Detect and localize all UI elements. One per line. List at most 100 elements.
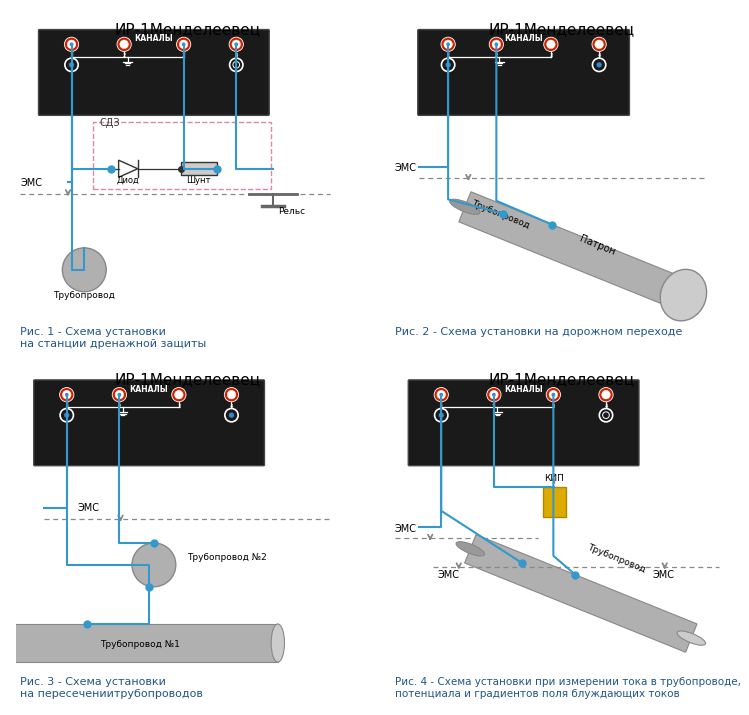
Text: ЭМС: ЭМС bbox=[395, 524, 417, 534]
Text: КАНАЛЫ: КАНАЛЫ bbox=[135, 34, 173, 44]
Text: ИР-1Менделеевец: ИР-1Менделеевец bbox=[114, 373, 261, 388]
Polygon shape bbox=[459, 192, 674, 304]
Circle shape bbox=[229, 393, 234, 397]
Circle shape bbox=[179, 40, 188, 49]
Circle shape bbox=[492, 40, 500, 49]
FancyBboxPatch shape bbox=[408, 380, 639, 465]
Circle shape bbox=[70, 42, 73, 46]
Text: 1: 1 bbox=[65, 404, 68, 409]
Circle shape bbox=[440, 393, 443, 397]
Circle shape bbox=[549, 390, 558, 399]
Circle shape bbox=[118, 393, 121, 397]
Text: 1: 1 bbox=[446, 54, 450, 59]
Text: КАНАЛЫ: КАНАЛЫ bbox=[504, 34, 543, 44]
Bar bbox=[181, 162, 216, 175]
Text: Шунт: Шунт bbox=[187, 176, 211, 185]
Circle shape bbox=[446, 62, 451, 67]
Ellipse shape bbox=[0, 624, 8, 662]
Text: Патрон: Патрон bbox=[577, 234, 616, 257]
Text: Трубопровод: Трубопровод bbox=[586, 543, 646, 574]
Ellipse shape bbox=[660, 270, 706, 321]
Circle shape bbox=[444, 40, 452, 49]
Circle shape bbox=[492, 393, 496, 397]
Text: 2: 2 bbox=[122, 54, 126, 59]
Circle shape bbox=[175, 390, 184, 399]
Circle shape bbox=[551, 393, 555, 397]
Text: Рис. 2 - Схема установки на дорожном переходе: Рис. 2 - Схема установки на дорожном пер… bbox=[395, 327, 682, 337]
Bar bbox=[543, 487, 565, 517]
Text: ИР-1Менделеевец: ИР-1Менделеевец bbox=[488, 22, 635, 37]
Text: 4: 4 bbox=[234, 54, 238, 59]
Text: Рис. 1 - Схема установки
на станции дренажной защиты: Рис. 1 - Схема установки на станции дрен… bbox=[20, 327, 207, 349]
Text: ЭМС: ЭМС bbox=[78, 503, 100, 513]
Text: 4: 4 bbox=[598, 54, 601, 59]
Circle shape bbox=[547, 40, 555, 49]
Text: 2: 2 bbox=[494, 54, 498, 59]
Circle shape bbox=[595, 40, 604, 49]
Circle shape bbox=[117, 37, 131, 51]
Text: КИП: КИП bbox=[545, 474, 564, 483]
Ellipse shape bbox=[456, 542, 485, 556]
FancyBboxPatch shape bbox=[38, 29, 269, 115]
Text: Рельс: Рельс bbox=[278, 207, 305, 217]
Text: 4: 4 bbox=[230, 404, 233, 409]
Circle shape bbox=[64, 413, 70, 418]
Circle shape bbox=[177, 393, 181, 397]
Circle shape bbox=[434, 388, 449, 402]
Circle shape bbox=[439, 413, 444, 418]
Circle shape bbox=[437, 390, 446, 399]
Text: ИР-1Менделеевец: ИР-1Менделеевец bbox=[488, 373, 635, 388]
Circle shape bbox=[65, 393, 69, 397]
Text: ЭМС: ЭМС bbox=[395, 162, 417, 172]
Text: Трубопровод №2: Трубопровод №2 bbox=[187, 553, 267, 562]
Circle shape bbox=[182, 42, 186, 46]
Text: 3: 3 bbox=[551, 404, 555, 409]
Circle shape bbox=[177, 37, 191, 51]
Text: ЭМС: ЭМС bbox=[20, 178, 43, 188]
Text: Трубопровод: Трубопровод bbox=[53, 292, 115, 300]
Ellipse shape bbox=[677, 631, 706, 645]
Ellipse shape bbox=[271, 624, 285, 662]
Ellipse shape bbox=[449, 199, 480, 214]
Circle shape bbox=[441, 37, 455, 51]
Circle shape bbox=[64, 37, 79, 51]
Circle shape bbox=[62, 248, 106, 292]
Text: Трубопровод: Трубопровод bbox=[470, 198, 530, 230]
Text: 2: 2 bbox=[492, 404, 496, 409]
Text: Трубопровод №1: Трубопровод №1 bbox=[100, 641, 180, 649]
Bar bbox=[1, 624, 278, 662]
Text: 4: 4 bbox=[604, 404, 607, 409]
Circle shape bbox=[489, 37, 503, 51]
Polygon shape bbox=[464, 535, 697, 652]
Circle shape bbox=[601, 390, 610, 399]
Text: ЭМС: ЭМС bbox=[652, 570, 674, 580]
Circle shape bbox=[546, 388, 560, 402]
Text: ИР-1Менделеевец: ИР-1Менделеевец bbox=[114, 22, 261, 37]
Circle shape bbox=[494, 42, 498, 46]
Circle shape bbox=[225, 388, 239, 402]
Circle shape bbox=[544, 37, 558, 51]
Text: 3: 3 bbox=[182, 54, 185, 59]
FancyBboxPatch shape bbox=[34, 380, 264, 465]
Circle shape bbox=[122, 42, 127, 46]
Circle shape bbox=[596, 62, 601, 67]
Circle shape bbox=[172, 388, 186, 402]
Circle shape bbox=[227, 390, 236, 399]
Circle shape bbox=[592, 37, 606, 51]
Text: Рис. 4 - Схема установки при измерении тока в трубопроводе,
потенциала и градиен: Рис. 4 - Схема установки при измерении т… bbox=[395, 677, 741, 699]
Text: 2: 2 bbox=[118, 404, 121, 409]
Text: 3: 3 bbox=[549, 54, 553, 59]
Text: КАНАЛЫ: КАНАЛЫ bbox=[130, 385, 169, 394]
Text: 1: 1 bbox=[440, 404, 443, 409]
Circle shape bbox=[69, 62, 74, 67]
Circle shape bbox=[232, 40, 240, 49]
Text: КАНАЛЫ: КАНАЛЫ bbox=[504, 385, 543, 394]
Circle shape bbox=[599, 388, 613, 402]
Text: Рис. 3 - Схема установки
на пересечениитрубопроводов: Рис. 3 - Схема установки на пересечениит… bbox=[20, 677, 203, 699]
Text: Диод: Диод bbox=[117, 176, 139, 185]
Circle shape bbox=[228, 413, 234, 418]
Text: СДЗ: СДЗ bbox=[100, 118, 120, 128]
Circle shape bbox=[597, 42, 601, 46]
Circle shape bbox=[132, 543, 176, 587]
Circle shape bbox=[487, 388, 501, 402]
